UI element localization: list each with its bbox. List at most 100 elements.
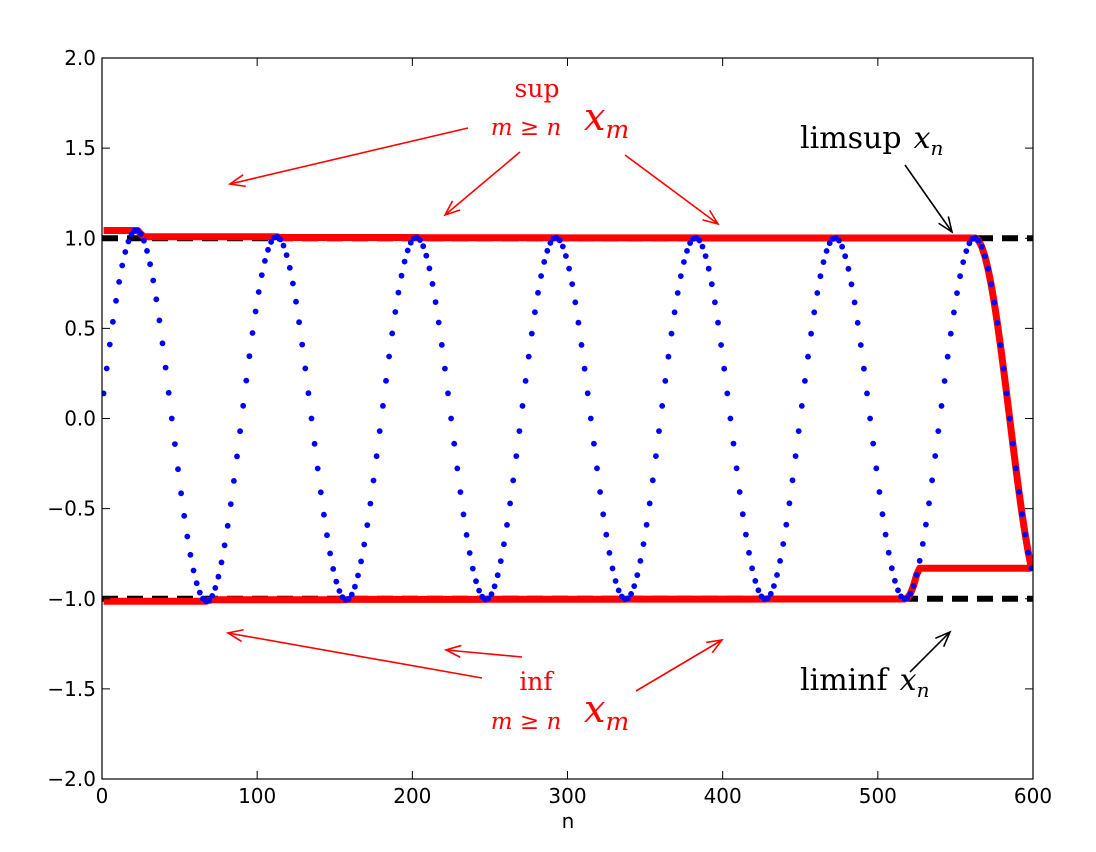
sequence-point (302, 365, 309, 372)
sequence-point (246, 353, 253, 360)
sup-operator: sup (515, 74, 560, 103)
sequence-point (305, 390, 312, 397)
sequence-point (712, 299, 718, 306)
sequence-point (116, 279, 122, 285)
sequence-point (681, 259, 687, 265)
sequence-point (280, 242, 287, 249)
sequence-point (892, 577, 898, 584)
inf-arrow-middle-shaft (445, 649, 523, 658)
sequence-point (730, 440, 737, 447)
sequence-point (423, 252, 430, 259)
limsup-arrow (904, 164, 954, 234)
x-axis-label: n (562, 809, 575, 833)
sequence-point (193, 580, 200, 587)
sup-annotation: sup m ≥ n xm (491, 74, 629, 144)
sequence-point (823, 248, 830, 254)
sequence-point (102, 390, 107, 397)
sequence-point (417, 237, 423, 244)
sequence-point (634, 572, 641, 578)
sequence-point (839, 243, 845, 250)
sequence-point (755, 587, 762, 594)
sequence-point (923, 521, 929, 528)
sequence-point (609, 565, 616, 572)
inf-arrow-middle-head (443, 644, 462, 658)
liminf-arrow-shaft (909, 631, 951, 673)
sequence-point (578, 342, 585, 348)
sequence-point (916, 557, 923, 564)
sequence-point (448, 415, 454, 422)
sequence-point (206, 597, 213, 604)
sequence-point (802, 378, 808, 384)
x-tick-label: 300 (548, 784, 586, 808)
sequence-point (317, 489, 324, 496)
sequence-point (296, 319, 302, 326)
sequence-point (420, 243, 427, 250)
sequence-point (454, 465, 461, 472)
sequence-point (293, 298, 299, 305)
y-tick-label: 1.0 (64, 226, 96, 250)
sequence-point (510, 477, 517, 484)
x-tick-label: 500 (859, 784, 897, 808)
inf-expression: xm (584, 687, 629, 736)
sequence-point (125, 238, 132, 245)
sequence-point (103, 365, 110, 372)
sequence-point (941, 378, 948, 384)
sequence-point (516, 428, 523, 434)
sequence-point (376, 428, 383, 434)
sequence-point (243, 377, 250, 384)
sequence-point (535, 289, 541, 296)
inf-arrow-right-shaft (635, 639, 723, 692)
sup-expression-base: x (584, 95, 605, 139)
sequence-point (659, 403, 666, 409)
sequence-point (1000, 365, 1007, 372)
sup-arrow-left-head (227, 174, 246, 188)
sequence-point (764, 595, 771, 602)
annotation-arrows (225, 127, 954, 692)
sequence-point (547, 240, 554, 246)
sequence-point (392, 309, 399, 315)
sequence-point (370, 477, 377, 484)
sequence-point (407, 239, 414, 246)
sequence-point (314, 465, 321, 472)
sequence-point (438, 342, 445, 348)
inf-subscript: m ≥ n (491, 709, 562, 735)
sequence-point (581, 365, 588, 372)
sequence-point (572, 299, 579, 306)
sequence-point (684, 248, 690, 254)
x-tick-label: 400 (704, 784, 742, 808)
sequence-point (978, 243, 985, 250)
sequence-point (963, 248, 970, 255)
sequence-point (1003, 390, 1010, 397)
sequence-point (494, 572, 501, 579)
sequence-point (975, 237, 982, 244)
sequence-point (522, 378, 529, 384)
sequence-point (826, 240, 833, 247)
sequence-point (587, 415, 594, 422)
sequence-point (798, 403, 805, 409)
sequence-point (696, 237, 703, 244)
sequence-point (106, 341, 113, 348)
sequence-point (398, 272, 405, 279)
sequence-point (463, 532, 470, 538)
y-tick-label: −0.5 (47, 497, 96, 521)
sequence-point (1006, 415, 1013, 422)
sup-arrow-left (227, 127, 469, 188)
sequence-point (224, 522, 231, 529)
sequence-point (212, 585, 219, 591)
sequence-point (786, 500, 793, 507)
sequence-point (187, 551, 194, 558)
sequence-point (656, 428, 662, 434)
sequence-point (854, 319, 861, 326)
sequence-point (497, 558, 504, 564)
sequence-point (544, 247, 551, 254)
sequence-point (674, 290, 681, 296)
sequence-point (733, 465, 740, 472)
sequence-point (184, 533, 191, 540)
sequence-point (451, 440, 458, 447)
sequence-point (321, 511, 327, 518)
y-tick-label: 2.0 (64, 46, 96, 70)
sequence-point (997, 342, 1004, 348)
sequence-point (277, 236, 284, 243)
sequence-point (584, 390, 591, 397)
sequence-point (966, 240, 973, 247)
